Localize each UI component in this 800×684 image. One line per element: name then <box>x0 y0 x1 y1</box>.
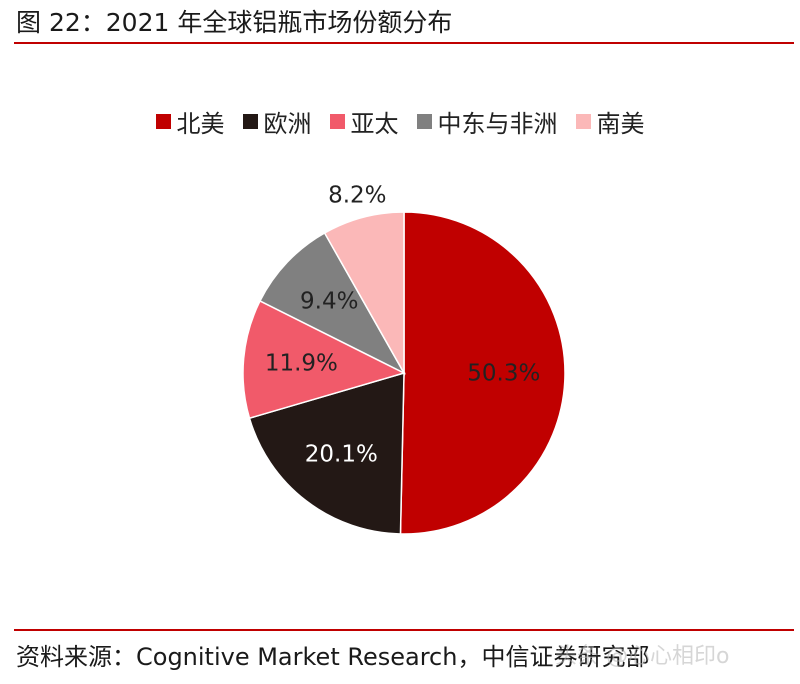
legend-swatch-south-america <box>575 114 591 129</box>
watermark: 头条 @心心相印o <box>555 644 730 669</box>
footer-divider <box>14 629 794 631</box>
legend-item-middle-east-africa: 中东与非洲 <box>416 104 558 139</box>
pie-slice-asia-pacific <box>242 299 407 420</box>
legend-label-north-america: 北美 <box>176 110 225 138</box>
source-note: 资料来源：Cognitive Market Research，中信证券研究部 <box>16 643 650 671</box>
pie-label-asia-pacific: 11.9% <box>265 350 338 376</box>
pie-slice-north-america <box>399 211 566 535</box>
pie-label-europe: 20.1% <box>305 441 378 467</box>
legend-item-europe: 欧洲 <box>242 104 312 139</box>
legend-swatch-europe <box>242 114 258 129</box>
legend-label-middle-east-africa: 中东与非洲 <box>437 110 558 138</box>
legend-item-south-america: 南美 <box>575 104 645 139</box>
legend-item-asia-pacific: 亚太 <box>329 104 399 139</box>
legend-item-north-america: 北美 <box>155 104 225 139</box>
chart-legend: 北美 欧洲 亚太 中东与非洲 南美 <box>0 104 800 139</box>
legend-swatch-middle-east-africa <box>416 114 432 129</box>
legend-label-south-america: 南美 <box>596 110 645 138</box>
pie-label-south-america: 8.2% <box>328 183 386 209</box>
pie-slice-middle-east-africa <box>259 231 406 375</box>
pie-slice-europe <box>248 371 405 535</box>
legend-label-asia-pacific: 亚太 <box>350 110 399 138</box>
figure-title: 图 22：2021 年全球铝瓶市场份额分布 <box>16 8 453 37</box>
legend-swatch-north-america <box>155 114 171 129</box>
legend-swatch-asia-pacific <box>329 114 345 129</box>
pie-label-middle-east-africa: 9.4% <box>300 289 358 315</box>
pie-slice-south-america <box>323 211 405 376</box>
pie-label-north-america: 50.3% <box>467 361 540 387</box>
legend-label-europe: 欧洲 <box>263 110 312 138</box>
title-divider <box>14 42 794 44</box>
